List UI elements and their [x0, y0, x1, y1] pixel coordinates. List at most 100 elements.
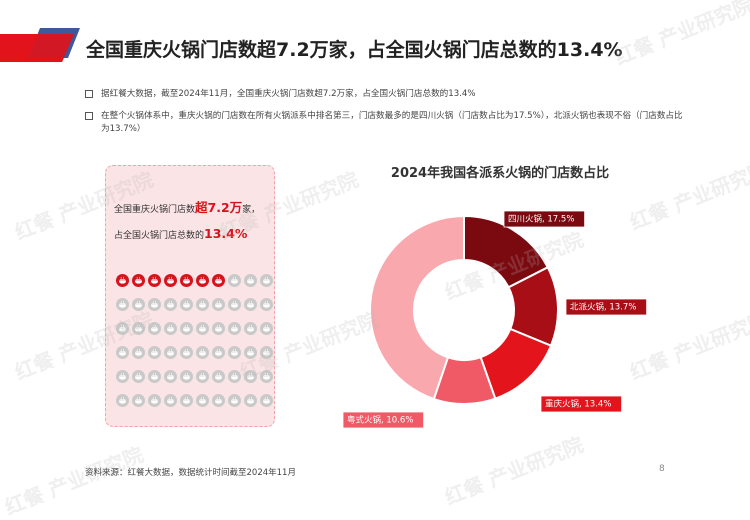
hotpot-icon	[212, 298, 225, 311]
hotpot-icon	[132, 394, 145, 407]
slice-label-text: 其他, 44.8%	[318, 240, 367, 251]
stat-line-1-suffix: 家，	[242, 205, 261, 215]
donut-slice	[369, 214, 465, 401]
hotpot-icon	[212, 274, 225, 287]
stat-line-1: 全国重庆火锅门店数超7.2万家，	[114, 196, 274, 222]
stat-line-1-highlight: 超7.2万	[195, 200, 243, 215]
hotpot-icon	[260, 346, 273, 359]
watermark-text: 红餐 产业研究院	[1, 442, 147, 520]
hotpot-icon	[212, 394, 225, 407]
bullet-item: 在整个火锅体系中，重庆火锅的门店数在所有火锅派系中排名第三，门店数最多的是四川火…	[85, 110, 685, 136]
hotpot-icon	[116, 274, 129, 287]
stat-line-2-prefix: 占全国火锅门店总数的	[114, 231, 205, 241]
hotpot-icon	[116, 394, 129, 407]
bullet-text: 据红餐大数据，截至2024年11月，全国重庆火锅门店数超7.2万家，占全国火锅门…	[101, 89, 476, 99]
hotpot-icon	[180, 394, 193, 407]
hotpot-icon	[228, 394, 241, 407]
hotpot-icon	[148, 298, 161, 311]
slice-data-label: 其他, 44.8%	[318, 240, 367, 251]
hotpot-icon	[228, 322, 241, 335]
bullet-list: 据红餐大数据，截至2024年11月，全国重庆火锅门店数超7.2万家，占全国火锅门…	[85, 88, 685, 145]
hotpot-icon	[228, 274, 241, 287]
hotpot-icon	[180, 322, 193, 335]
stat-line-2: 占全国火锅门店总数的13.4%	[114, 222, 274, 248]
hotpot-icon	[228, 346, 241, 359]
stat-card: 全国重庆火锅门店数超7.2万家， 占全国火锅门店总数的13.4%	[105, 165, 275, 427]
hotpot-icon	[260, 394, 273, 407]
source-note: 资料来源：红餐大数据，数据统计时间截至2024年11月	[85, 468, 296, 478]
hotpot-icon	[212, 322, 225, 335]
hotpot-icon	[196, 274, 209, 287]
hotpot-icon	[164, 370, 177, 383]
hotpot-icon	[164, 298, 177, 311]
slice-data-label: 北派火锅, 13.7%	[565, 298, 647, 316]
hotpot-icon	[244, 346, 257, 359]
hotpot-icon	[116, 298, 129, 311]
watermark-text: 红餐 产业研究院	[441, 432, 587, 510]
slice-data-label: 重庆火锅, 13.4%	[540, 395, 622, 413]
bullet-text: 在整个火锅体系中，重庆火锅的门店数在所有火锅派系中排名第三，门店数最多的是四川火…	[101, 111, 683, 134]
bullet-item: 据红餐大数据，截至2024年11月，全国重庆火锅门店数超7.2万家，占全国火锅门…	[85, 88, 685, 101]
slice-label-text: 重庆火锅, 13.4%	[545, 399, 611, 410]
hotpot-icon	[148, 370, 161, 383]
hotpot-icon	[196, 370, 209, 383]
hotpot-icon	[116, 322, 129, 335]
hotpot-icon	[244, 370, 257, 383]
slice-label-box	[342, 411, 424, 429]
hotpot-icon	[180, 274, 193, 287]
slice-label-box	[565, 298, 647, 316]
slice-label-box	[503, 210, 585, 228]
hotpot-icon	[196, 298, 209, 311]
hotpot-icon	[196, 394, 209, 407]
hotpot-icon	[260, 298, 273, 311]
hotpot-icon	[148, 394, 161, 407]
hotpot-icon	[180, 346, 193, 359]
hotpot-icon-grid	[116, 274, 274, 407]
hotpot-icon	[148, 322, 161, 335]
square-bullet-icon	[85, 90, 93, 98]
stat-line-1-prefix: 全国重庆火锅门店数	[114, 205, 196, 215]
hotpot-icon	[196, 346, 209, 359]
donut-chart: 四川火锅, 17.5% 北派火锅, 13.7% 重庆火锅, 13.4% 粤式火锅, 1…	[318, 210, 647, 429]
hotpot-icon	[260, 370, 273, 383]
hotpot-icon	[132, 346, 145, 359]
hotpot-icon	[132, 298, 145, 311]
hotpot-icon	[180, 370, 193, 383]
page-title: 全国重庆火锅门店数超7.2万家，占全国火锅门店总数的13.4%	[86, 39, 623, 61]
hotpot-icon	[212, 346, 225, 359]
hotpot-icon	[212, 370, 225, 383]
watermark-text: 红餐 产业研究院	[611, 0, 750, 70]
title-accent-bar	[0, 28, 80, 62]
square-bullet-icon	[85, 112, 93, 120]
hotpot-icon	[116, 370, 129, 383]
hotpot-icon	[244, 394, 257, 407]
hotpot-icon	[132, 322, 145, 335]
slice-data-label: 四川火锅, 17.5%	[503, 210, 585, 228]
hotpot-icon	[196, 322, 209, 335]
hotpot-icon	[260, 274, 273, 287]
slice-label-box	[540, 395, 622, 413]
hotpot-icon	[244, 298, 257, 311]
hotpot-icon	[244, 322, 257, 335]
page-number: 8	[659, 464, 665, 474]
hotpot-icon	[164, 394, 177, 407]
stat-card-text: 全国重庆火锅门店数超7.2万家， 占全国火锅门店总数的13.4%	[114, 196, 274, 248]
slice-label-text: 四川火锅, 17.5%	[508, 214, 574, 225]
slice-label-text: 北派火锅, 13.7%	[570, 302, 636, 313]
hotpot-icon	[164, 322, 177, 335]
hotpot-icon	[164, 346, 177, 359]
hotpot-icon	[164, 274, 177, 287]
hotpot-icon	[180, 298, 193, 311]
hotpot-icon	[228, 298, 241, 311]
hotpot-icon	[132, 274, 145, 287]
hotpot-icon	[116, 346, 129, 359]
hotpot-icon	[244, 274, 257, 287]
hotpot-icon	[228, 370, 241, 383]
hotpot-icon	[148, 274, 161, 287]
stat-line-2-highlight: 13.4%	[204, 226, 248, 241]
slice-data-label: 粤式火锅, 10.6%	[342, 411, 424, 429]
hotpot-icon	[260, 322, 273, 335]
hotpot-icon	[148, 346, 161, 359]
hotpot-icon	[132, 370, 145, 383]
chart-title: 2024年我国各派系火锅的门店数占比	[390, 166, 610, 181]
